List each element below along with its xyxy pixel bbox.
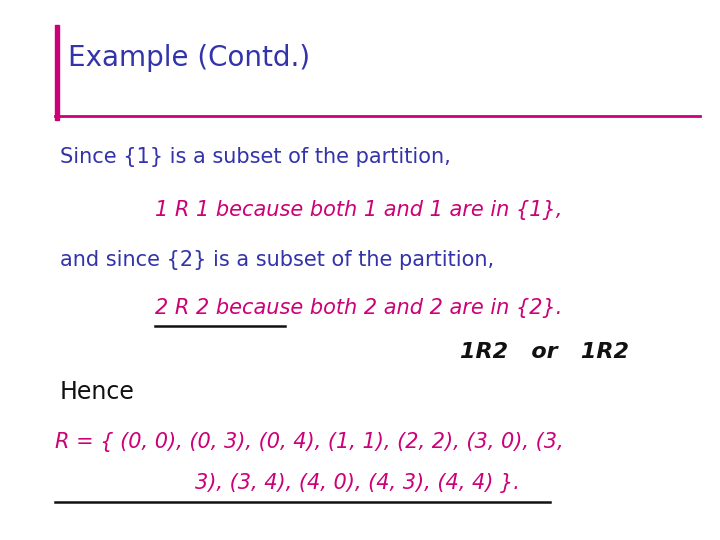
Text: 2 R 2 because both 2 and 2 are in {2}.: 2 R 2 because both 2 and 2 are in {2}.: [155, 298, 562, 318]
Text: Hence: Hence: [60, 380, 135, 404]
Text: 1 R 1 because both 1 and 1 are in {1},: 1 R 1 because both 1 and 1 are in {1},: [155, 200, 562, 220]
Text: 3), (3, 4), (4, 0), (4, 3), (4, 4) }.: 3), (3, 4), (4, 0), (4, 3), (4, 4) }.: [195, 473, 520, 493]
Bar: [55, 25, 59, 120]
Text: R = { (0, 0), (0, 3), (0, 4), (1, 1), (2, 2), (3, 0), (3,: R = { (0, 0), (0, 3), (0, 4), (1, 1), (2…: [55, 432, 564, 452]
Text: 1R2   or   1R2: 1R2 or 1R2: [460, 342, 629, 362]
Text: Example (Contd.): Example (Contd.): [68, 44, 310, 72]
Text: and since {2} is a subset of the partition,: and since {2} is a subset of the partiti…: [60, 250, 494, 270]
Text: Since {1} is a subset of the partition,: Since {1} is a subset of the partition,: [60, 147, 451, 167]
